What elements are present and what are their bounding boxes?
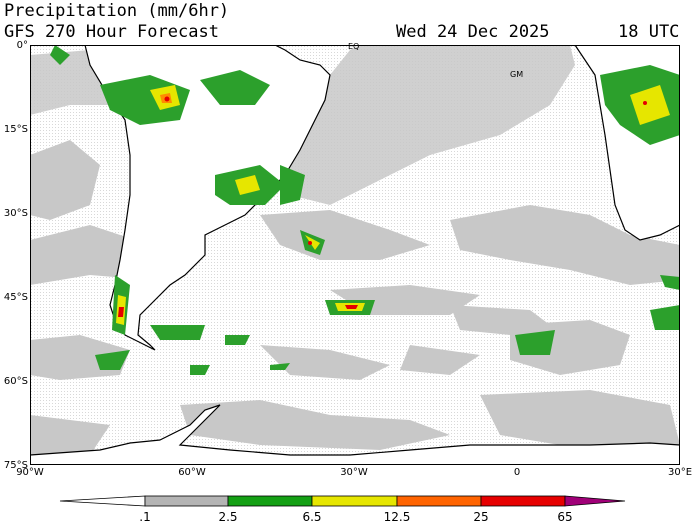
colorbar-seg-orange [396,495,482,507]
colorbar-seg-gray [144,495,229,507]
lat-label-75s: 75°S [3,460,28,471]
colorbar-label-1: 2.5 [218,510,238,524]
precip-colorbar [59,495,626,507]
map-subtitle: GFS 270 Hour Forecast [4,22,219,42]
map-canvas [30,45,680,465]
colorbar-seg-purple [564,495,626,507]
colorbar-seg-yellow [311,495,398,507]
lon-label-0: 0 [513,467,521,478]
antarctica [30,404,680,465]
colorbar-seg-white [59,495,146,507]
colorbar-seg-red [480,495,566,507]
lat-label-0: 0° [16,40,28,51]
map-frame [30,45,680,465]
extreme-precip-areas [118,93,647,317]
colorbar-label-0: .1 [139,510,151,524]
lon-label-90w: 90°W [16,467,44,478]
lat-label-15s: 15°S [3,124,28,135]
colorbar-label-2: 6.5 [302,510,322,524]
equator-tag: EQ [348,42,360,51]
colorbar-seg-green [227,495,313,507]
lat-label-30s: 30°S [3,208,28,219]
valid-date: Wed 24 Dec 2025 [396,22,550,42]
lon-label-60w: 60°W [178,467,206,478]
colorbar-label-5: 65 [557,510,573,524]
greenwich-tag: GM [510,70,524,79]
lat-label-45s: 45°S [3,292,28,303]
colorbar-label-3: 12.5 [383,510,411,524]
lon-label-30w: 30°W [340,467,368,478]
lon-label-30e: 30°E [667,467,693,478]
valid-time: 18 UTC [618,22,680,42]
colorbar-label-4: 25 [473,510,489,524]
precipitation-map: EQ GM [30,42,680,465]
lat-label-60s: 60°S [3,376,28,387]
map-title: Precipitation (mm/6hr) [4,1,230,21]
